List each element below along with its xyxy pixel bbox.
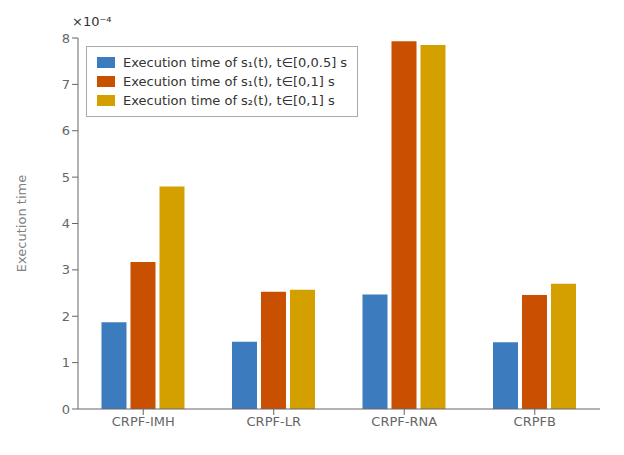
svg-text:CRPF-IMH: CRPF-IMH <box>112 414 175 429</box>
svg-text:CRPF-LR: CRPF-LR <box>247 414 301 429</box>
svg-text:5: 5 <box>62 170 70 185</box>
svg-text:4: 4 <box>62 216 70 231</box>
svg-text:CRPFB: CRPFB <box>514 414 556 429</box>
svg-text:3: 3 <box>62 262 70 277</box>
html-text:×10⁻⁴: ×10⁻⁴ <box>72 14 112 29</box>
svg-text:1: 1 <box>62 355 70 370</box>
html-text:Execution time of s₁(t), t∈[0,: Execution time of s₁(t), t∈[0,0.5] s <box>123 55 348 70</box>
svg-text:0: 0 <box>62 402 70 417</box>
svg-text:Execution time: Execution time <box>14 175 29 272</box>
svg-text:7: 7 <box>62 77 70 92</box>
html-text:Execution time of s₂(t), t∈[0,: Execution time of s₂(t), t∈[0,1] s <box>123 93 335 108</box>
svg-text:2: 2 <box>62 309 70 324</box>
svg-text:CRPF-RNA: CRPF-RNA <box>371 414 437 429</box>
svg-text:6: 6 <box>62 123 70 138</box>
html-text:Execution time of s₁(t), t∈[0,: Execution time of s₁(t), t∈[0,1] s <box>123 74 335 89</box>
svg-text:8: 8 <box>62 31 70 46</box>
